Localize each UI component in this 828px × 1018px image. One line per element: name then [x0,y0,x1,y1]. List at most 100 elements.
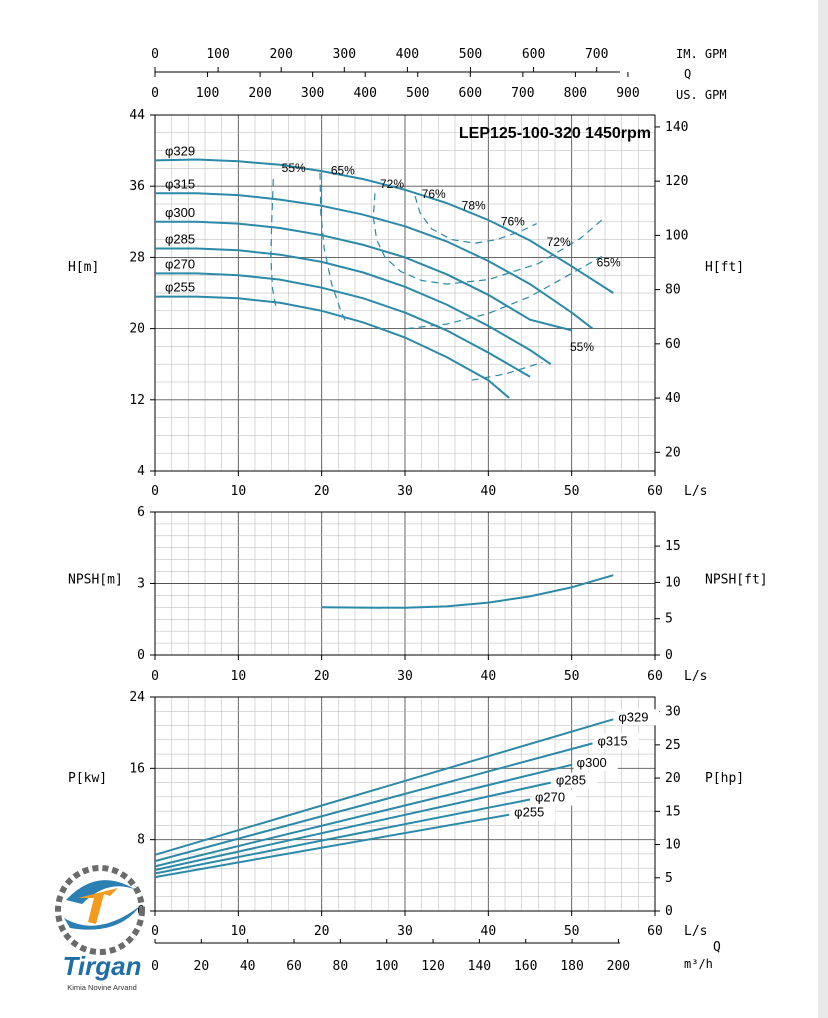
power-y2tick-label: 0 [665,904,673,919]
head-y2tick-label: 40 [665,391,681,406]
power-ytick-label: 8 [137,833,145,848]
power-curve-label-bg [573,754,618,771]
power-xtick-label: 0 [151,924,159,939]
head-y2tick-label: 80 [665,283,681,298]
head-y2tick-label: 20 [665,445,681,460]
npsh-xtick-label: 30 [397,669,413,684]
m3h-label: m³/h [684,957,713,971]
head-xtick-label: 50 [564,484,580,499]
efficiency-label: 65% [331,164,355,178]
im-gpm-label: IM. GPM [676,47,727,61]
im-gpm-tick-label: 400 [396,47,419,62]
power-curve-φ270 [154,798,531,875]
head-y2label: H[ft] [705,260,744,275]
power-xtick-label: 50 [564,924,580,939]
logo-t-mark [78,888,118,924]
head-y2tick-label: 140 [665,120,688,135]
head-curve-φ315 [155,192,594,330]
gear-icon [55,865,145,955]
power-xtick-label: 20 [314,924,330,939]
power-y2tick-label: 30 [665,705,681,720]
npsh-xtick-label: 60 [647,669,663,684]
q-label-bottom: Q [713,940,721,955]
im-gpm-tick-label: 0 [151,47,159,62]
power-curve-φ285 [154,781,552,871]
m3h-tick-label: 60 [286,959,302,974]
head-curve-φ270 [155,272,531,378]
head-ytick-label: 36 [129,179,145,194]
us-gpm-label: US. GPM [676,88,727,102]
power-ytick-label: 16 [129,761,145,776]
power-curve-label: φ315 [598,733,628,748]
npsh-ylabel: NPSH[m] [68,573,123,588]
npsh-y2tick-label: 0 [665,648,673,663]
head-xtick-label: 60 [647,484,663,499]
power-curve-label-bg [511,804,556,821]
power-ytick-label: 24 [129,690,145,705]
efficiency-label: 76% [422,187,446,201]
m3h-tick-label: 80 [333,959,349,974]
power-xtick-label: 30 [397,924,413,939]
power-y2tick-label: 15 [665,804,681,819]
logo-brand: Tirgan [63,951,142,981]
head-y2tick-label: 120 [665,174,688,189]
m3h-tick-label: 160 [514,959,537,974]
efficiency-contour [471,361,543,381]
efficiency-contour [372,193,606,285]
im-gpm-tick-label: 200 [269,47,292,62]
head-y2tick-label: 60 [665,337,681,352]
logo-swoosh [66,880,136,904]
q-label-top: Q [684,67,691,81]
efficiency-label: 65% [597,255,621,269]
npsh-curve [321,574,614,609]
power-xlabel: L/s [684,924,707,939]
us-gpm-tick-label: 600 [459,86,482,101]
npsh-xtick-label: 20 [314,669,330,684]
head-curve-φ329 [154,158,614,294]
head-xtick-label: 10 [231,484,247,499]
m3h-tick-label: 0 [151,959,159,974]
head-curve-label: φ270 [165,256,195,271]
power-curve-φ315 [154,742,593,863]
head-xtick-label: 30 [397,484,413,499]
us-gpm-tick-label: 0 [151,86,159,101]
power-curve-φ329 [154,718,614,856]
efficiency-contour [270,179,277,307]
power-ylabel: P[kw] [68,771,107,786]
power-y2tick-label: 20 [665,771,681,786]
im-gpm-tick-label: 300 [333,47,356,62]
us-gpm-tick-label: 900 [616,86,639,101]
power-curve-label: φ285 [556,773,586,788]
us-gpm-tick-label: 500 [406,86,429,101]
head-xtick-label: 40 [481,484,497,499]
npsh-y2tick-label: 10 [665,575,681,590]
efficiency-label: 76% [501,214,525,228]
efficiency-contour [406,255,602,330]
m3h-tick-label: 20 [194,959,210,974]
power-xtick-label: 40 [481,924,497,939]
power-y2label: P[hp] [705,771,744,786]
m3h-tick-label: 100 [375,959,398,974]
us-gpm-tick-label: 400 [353,86,376,101]
head-ytick-label: 44 [129,108,145,123]
us-gpm-tick-label: 800 [564,86,587,101]
power-curve-φ300 [154,763,572,868]
efficiency-label: 55% [570,340,594,354]
power-y2tick-label: 10 [665,838,681,853]
head-curve-label: φ315 [165,176,195,191]
npsh-xtick-label: 50 [564,669,580,684]
npsh-xtick-label: 0 [151,669,159,684]
power-y2tick-label: 25 [665,738,681,753]
m3h-tick-label: 180 [560,959,583,974]
power-curve-φ255 [154,813,510,879]
power-curve-label: φ300 [577,755,607,770]
im-gpm-tick-label: 600 [522,47,545,62]
head-curve-label: φ329 [165,143,195,158]
head-curve-φ285 [155,247,552,366]
power-y2tick-label: 5 [665,871,673,886]
head-ytick-label: 12 [129,393,145,408]
im-gpm-tick-label: 100 [206,47,229,62]
logo-wave [64,906,140,930]
efficiency-contour [414,195,537,244]
us-gpm-tick-label: 300 [301,86,324,101]
